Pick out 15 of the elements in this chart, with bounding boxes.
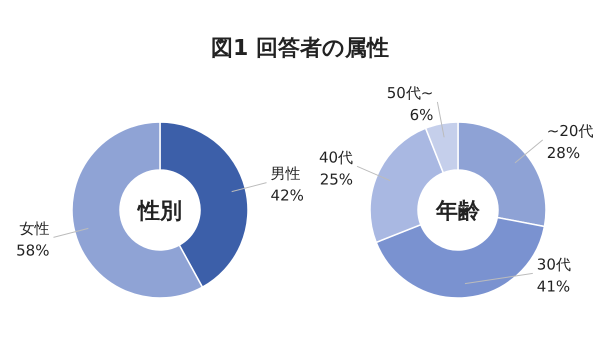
text: 年齢 bbox=[435, 199, 481, 224]
slice-label: 男性 bbox=[270, 164, 301, 183]
slice-label: ~20代 bbox=[546, 122, 594, 140]
caption: 図1 回答者の属性 bbox=[211, 36, 389, 61]
data-label: 58% bbox=[16, 241, 50, 260]
data-label: 28% bbox=[546, 144, 580, 162]
data-label: 6% bbox=[410, 106, 434, 124]
slice-label: 女性 bbox=[19, 219, 50, 238]
data-label: 42% bbox=[270, 186, 304, 205]
text: 性別 bbox=[136, 199, 182, 224]
slice-label: 30代 bbox=[536, 255, 571, 274]
slice-label: 40代 bbox=[318, 148, 354, 166]
data-label: 41% bbox=[536, 277, 570, 296]
data-label: 25% bbox=[320, 170, 354, 188]
slice-label: 50代~ bbox=[386, 84, 434, 102]
